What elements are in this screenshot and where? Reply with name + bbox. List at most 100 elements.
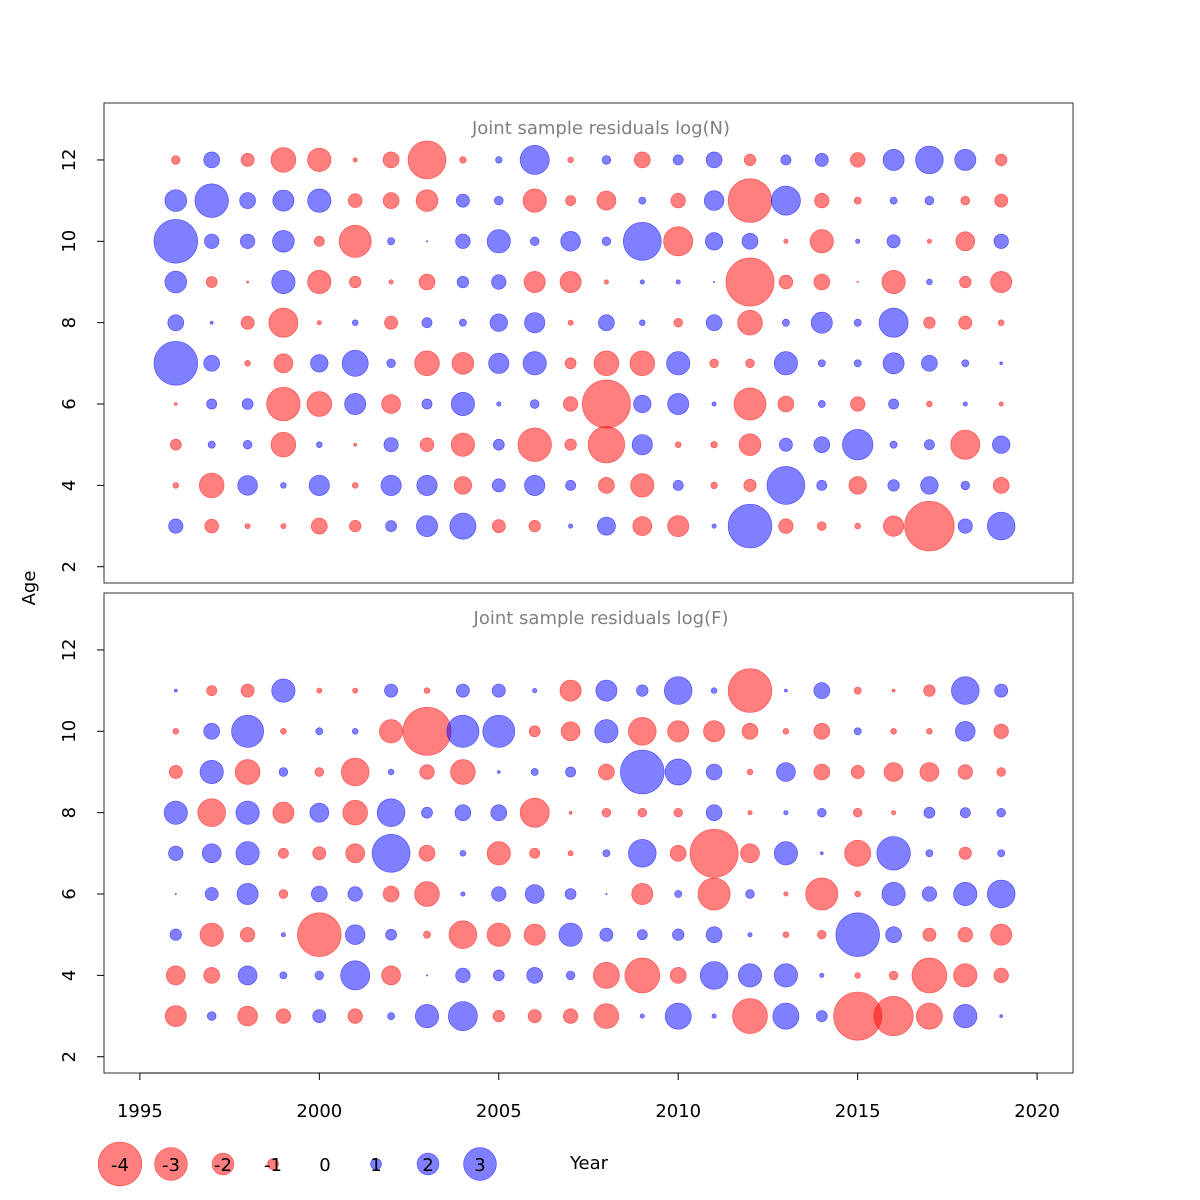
bubble bbox=[491, 478, 506, 493]
bubble bbox=[244, 360, 251, 367]
bubble bbox=[986, 511, 1016, 541]
bubble bbox=[953, 1004, 978, 1029]
bubble bbox=[888, 970, 899, 981]
bubble bbox=[530, 768, 539, 776]
bubble bbox=[309, 802, 330, 823]
bubble bbox=[597, 516, 616, 536]
bubble bbox=[279, 971, 288, 980]
bubble bbox=[277, 847, 289, 859]
bubble bbox=[194, 183, 229, 218]
bubble bbox=[266, 386, 301, 422]
panel-logN-title: Joint sample residuals log(N) bbox=[471, 118, 730, 139]
bubble bbox=[316, 320, 322, 326]
bubble bbox=[737, 963, 762, 988]
bubble bbox=[817, 359, 826, 368]
bubble bbox=[711, 401, 717, 407]
bubble bbox=[564, 888, 577, 900]
bubble bbox=[885, 926, 902, 944]
bubble bbox=[882, 352, 905, 375]
y-tick-label: 4 bbox=[59, 970, 80, 981]
bubble bbox=[565, 195, 576, 206]
bubble bbox=[704, 232, 724, 251]
bubble bbox=[778, 518, 794, 534]
y-tick-label: 12 bbox=[59, 148, 80, 171]
panel-logF-title: Joint sample residuals log(F) bbox=[473, 608, 729, 629]
bubble bbox=[924, 195, 935, 206]
bubble bbox=[270, 147, 297, 173]
bubble bbox=[423, 930, 431, 939]
bubble bbox=[737, 310, 763, 336]
bubble bbox=[414, 350, 440, 376]
bubble bbox=[565, 479, 576, 491]
y-tick-label: 4 bbox=[59, 480, 80, 491]
bubble bbox=[853, 196, 862, 205]
bubble bbox=[990, 271, 1013, 293]
bubble bbox=[528, 519, 541, 533]
bubble bbox=[280, 728, 287, 735]
bubble bbox=[240, 927, 256, 943]
panel-logN-y-axis: 2 4 6 8 10 12 bbox=[59, 148, 104, 572]
bubble bbox=[713, 280, 716, 283]
bubble bbox=[817, 521, 827, 531]
y-tick-label: 8 bbox=[59, 807, 80, 818]
bubble bbox=[486, 922, 511, 947]
bubble bbox=[386, 358, 396, 368]
bubble bbox=[601, 155, 612, 165]
bubble bbox=[382, 885, 400, 903]
panel-logF-bubbles bbox=[163, 668, 1016, 1041]
bubble bbox=[201, 843, 222, 864]
bubble bbox=[170, 438, 182, 451]
bubble bbox=[813, 436, 831, 454]
bubble bbox=[891, 810, 897, 816]
bubble bbox=[883, 762, 904, 782]
bubble bbox=[376, 798, 406, 827]
bubble bbox=[855, 238, 861, 244]
bubble bbox=[316, 687, 323, 694]
x-axis-title: Year bbox=[569, 1153, 609, 1174]
bubble bbox=[593, 350, 620, 376]
bubble bbox=[387, 768, 395, 776]
bubble bbox=[854, 972, 861, 979]
bubble bbox=[919, 762, 940, 782]
bubble bbox=[280, 932, 286, 938]
bubble bbox=[958, 315, 973, 330]
bubble bbox=[407, 140, 447, 180]
bubble bbox=[313, 235, 325, 247]
bubble bbox=[459, 156, 467, 164]
bubble bbox=[620, 749, 665, 795]
bubble bbox=[842, 429, 874, 461]
bubble bbox=[873, 996, 914, 1037]
bubble bbox=[385, 520, 397, 532]
bubble bbox=[705, 314, 723, 332]
legend-label: -2 bbox=[214, 1155, 232, 1176]
bubble bbox=[379, 719, 404, 744]
bubble bbox=[153, 219, 199, 264]
bubble bbox=[240, 315, 255, 330]
bubble bbox=[455, 967, 471, 984]
bubble bbox=[492, 969, 505, 982]
bubble bbox=[314, 970, 324, 981]
panel-logN-frame bbox=[103, 102, 1074, 584]
bubble bbox=[740, 843, 760, 864]
bubble bbox=[236, 883, 259, 905]
bubble bbox=[783, 238, 789, 244]
bubble bbox=[490, 804, 508, 822]
bubble bbox=[669, 967, 687, 984]
bubble bbox=[636, 684, 649, 697]
bubble bbox=[273, 353, 294, 374]
bubble bbox=[672, 928, 685, 941]
bubble bbox=[234, 759, 261, 785]
bubble bbox=[206, 685, 218, 696]
bubble bbox=[418, 844, 436, 862]
bubble bbox=[382, 151, 400, 169]
bubble bbox=[699, 961, 729, 990]
bubble bbox=[338, 224, 372, 258]
legend-bubble bbox=[154, 1147, 188, 1181]
bubble bbox=[725, 257, 775, 307]
y-tick-label: 6 bbox=[59, 888, 80, 899]
bubble bbox=[242, 440, 253, 450]
bubble bbox=[491, 274, 507, 290]
bubble bbox=[727, 503, 773, 549]
bubble bbox=[268, 307, 299, 338]
bubble bbox=[997, 319, 1005, 326]
